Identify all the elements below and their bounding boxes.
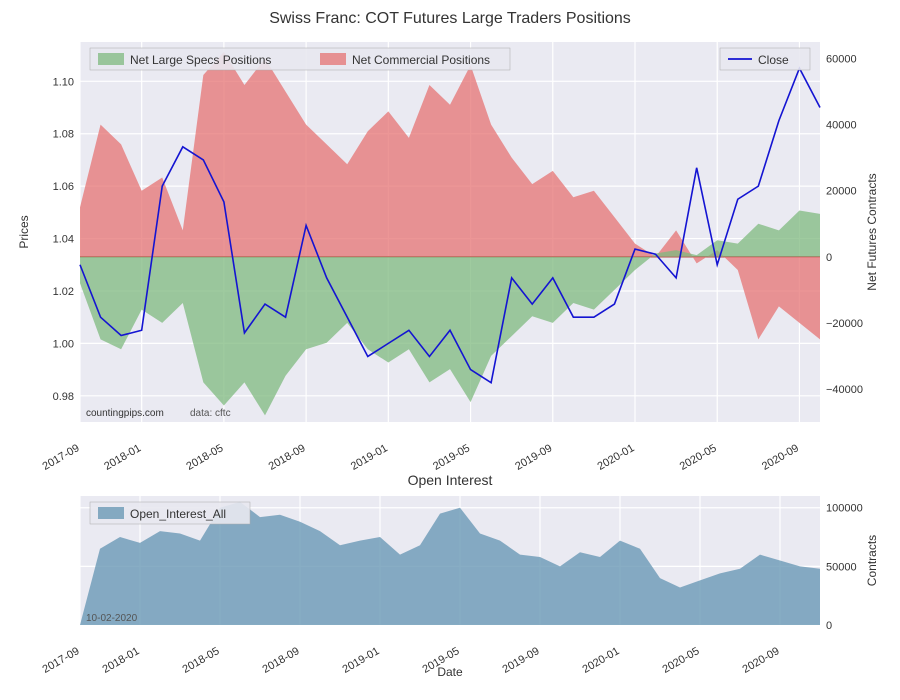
svg-text:20000: 20000	[826, 186, 857, 198]
svg-text:2020-01: 2020-01	[596, 442, 637, 472]
svg-text:2019-01: 2019-01	[349, 442, 390, 472]
svg-text:Date: Date	[437, 665, 463, 679]
svg-text:100000: 100000	[826, 503, 863, 515]
data-source: data: cftc	[190, 408, 231, 419]
oi-chart-panel: Open Interest 0 50000 100000 2017-09 2018-01…	[10, 472, 890, 680]
svg-text:2019-09: 2019-09	[501, 645, 542, 676]
svg-text:2020-01: 2020-01	[581, 645, 622, 676]
svg-text:2019-05: 2019-05	[431, 442, 472, 472]
svg-text:2017-09: 2017-09	[41, 645, 82, 676]
svg-text:40000: 40000	[826, 120, 857, 132]
svg-text:2018-05: 2018-05	[184, 442, 225, 472]
svg-text:2020-05: 2020-05	[661, 645, 702, 676]
svg-text:Close: Close	[758, 53, 789, 67]
svg-text:2020-05: 2020-05	[678, 442, 719, 472]
oi-date-note: 10-02-2020	[86, 613, 138, 624]
svg-text:−20000: −20000	[826, 318, 863, 330]
svg-text:2018-09: 2018-09	[267, 442, 308, 472]
svg-text:2019-01: 2019-01	[341, 645, 382, 676]
main-title: Swiss Franc: COT Futures Large Traders P…	[10, 10, 890, 28]
svg-text:Net Futures Contracts: Net Futures Contracts	[865, 173, 879, 290]
svg-text:2019-09: 2019-09	[513, 442, 554, 472]
watermark: countingpips.com	[86, 408, 164, 419]
svg-text:2018-01: 2018-01	[101, 645, 142, 676]
svg-text:1.10: 1.10	[53, 76, 74, 88]
svg-text:1.00: 1.00	[53, 338, 74, 350]
oi-chart-svg: 0 50000 100000 2017-09 2018-01 2018-05 2018-09…	[10, 490, 890, 680]
svg-text:2020-09: 2020-09	[741, 645, 782, 676]
svg-text:Prices: Prices	[17, 215, 31, 248]
svg-text:0.98: 0.98	[53, 391, 74, 403]
svg-text:Contracts: Contracts	[865, 535, 879, 586]
svg-text:50000: 50000	[826, 561, 857, 573]
svg-text:1.08: 1.08	[53, 129, 74, 141]
svg-text:2018-01: 2018-01	[102, 442, 143, 472]
svg-text:1.04: 1.04	[53, 234, 74, 246]
svg-text:0: 0	[826, 252, 832, 264]
svg-text:Net Commercial Positions: Net Commercial Positions	[352, 53, 490, 67]
oi-title: Open Interest	[10, 472, 890, 488]
svg-text:2020-09: 2020-09	[760, 442, 801, 472]
cot-chart-panel: Swiss Franc: COT Futures Large Traders P…	[10, 10, 890, 472]
main-chart-svg: 0.98 1.00 1.02 1.04 1.06 1.08 1.10 −40000 −20000…	[10, 32, 890, 472]
svg-text:Net Large Specs Positions: Net Large Specs Positions	[130, 53, 271, 67]
svg-text:60000: 60000	[826, 54, 857, 66]
svg-text:Open_Interest_All: Open_Interest_All	[130, 507, 226, 521]
svg-text:0: 0	[826, 620, 832, 632]
svg-text:2018-05: 2018-05	[181, 645, 222, 676]
svg-text:1.06: 1.06	[53, 181, 74, 193]
svg-text:−40000: −40000	[826, 384, 863, 396]
svg-text:2017-09: 2017-09	[41, 442, 82, 472]
svg-text:1.02: 1.02	[53, 286, 74, 298]
svg-text:2018-09: 2018-09	[261, 645, 302, 676]
